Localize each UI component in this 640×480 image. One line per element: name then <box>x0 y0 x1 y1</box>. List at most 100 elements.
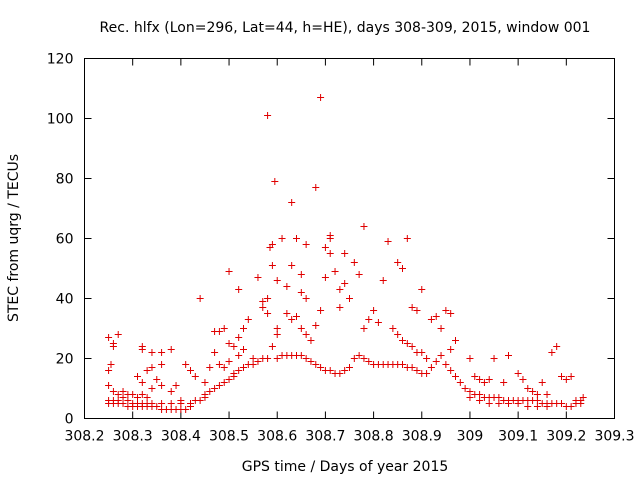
data-point <box>456 379 464 386</box>
x-tick-label: 309 <box>457 429 484 445</box>
data-point <box>288 316 296 323</box>
data-point <box>119 388 127 395</box>
data-point <box>230 343 238 350</box>
data-point <box>105 382 113 389</box>
chart-title: Rec. hlfx (Lon=296, Lat=44, h=HE), days … <box>100 20 591 36</box>
data-point <box>114 391 122 398</box>
data-point <box>562 376 570 383</box>
data-point <box>346 364 353 371</box>
data-point <box>211 349 219 356</box>
data-point <box>418 286 426 293</box>
data-point <box>138 391 146 398</box>
data-point <box>302 355 310 362</box>
y-tick-label: 20 <box>56 352 74 368</box>
data-point <box>447 367 455 374</box>
data-point <box>360 223 368 230</box>
data-point <box>109 388 117 395</box>
data-point <box>341 250 349 257</box>
y-axis-label: STEC from uqrg / TECUs <box>6 154 22 322</box>
data-point <box>259 298 267 305</box>
x-tick-label: 308.5 <box>209 429 249 445</box>
data-point <box>283 283 291 290</box>
data-point <box>519 376 527 383</box>
data-point <box>466 355 474 362</box>
data-point <box>206 364 214 371</box>
data-point <box>297 289 305 296</box>
data-point <box>264 295 272 302</box>
data-point <box>119 394 127 401</box>
data-point <box>577 400 585 407</box>
data-point <box>374 319 382 326</box>
data-point <box>143 367 151 374</box>
x-axis-ticks: 308.2 308.3 308.4 308.5 308.6 308.7 308.8 308.9… <box>64 58 635 445</box>
data-point <box>403 235 411 242</box>
data-point <box>143 394 151 401</box>
data-point <box>312 322 320 329</box>
x-tick-label: 308.3 <box>113 429 153 445</box>
data-point <box>302 295 310 302</box>
data-point <box>191 373 199 380</box>
data-point <box>297 271 305 278</box>
data-point <box>317 364 325 371</box>
data-point <box>268 343 276 350</box>
data-point <box>268 241 276 248</box>
data-point <box>495 394 503 401</box>
data-point <box>182 361 190 368</box>
data-point <box>158 349 166 356</box>
data-point <box>273 277 281 284</box>
data-point <box>365 358 373 365</box>
x-tick-label: 309.3 <box>594 429 634 445</box>
data-point <box>346 295 353 302</box>
data-point <box>447 346 455 353</box>
data-point <box>331 268 339 275</box>
x-tick-label: 308.6 <box>257 429 297 445</box>
data-point <box>370 307 378 314</box>
data-point <box>124 397 132 404</box>
y-tick-label: 80 <box>56 172 74 188</box>
data-point <box>326 250 334 257</box>
data-point <box>119 400 127 407</box>
data-point <box>138 379 146 386</box>
data-point <box>326 367 334 374</box>
y-tick-label: 60 <box>56 232 74 248</box>
data-point <box>408 304 416 311</box>
data-point <box>148 349 156 356</box>
data-point <box>480 379 488 386</box>
data-point <box>403 340 411 347</box>
data-point <box>533 403 541 410</box>
data-point <box>225 358 233 365</box>
data-point <box>350 355 358 362</box>
data-point <box>167 400 175 407</box>
x-tick-label: 308.9 <box>402 429 442 445</box>
x-tick-label: 309.2 <box>546 429 586 445</box>
data-point <box>187 367 194 374</box>
data-point <box>514 370 522 377</box>
data-point <box>317 307 325 314</box>
data-point <box>153 403 161 410</box>
data-point <box>567 373 575 380</box>
data-point <box>302 241 310 248</box>
data-point <box>153 376 161 383</box>
data-point <box>196 397 204 404</box>
data-point <box>134 394 141 401</box>
x-tick-label: 308.2 <box>64 429 104 445</box>
data-point <box>288 262 296 269</box>
data-point <box>211 385 219 392</box>
data-point <box>437 352 445 359</box>
data-point <box>158 361 166 368</box>
data-point <box>293 235 300 242</box>
data-point <box>158 400 166 407</box>
data-point <box>514 400 522 407</box>
data-point <box>148 364 156 371</box>
data-point <box>317 94 325 101</box>
data-point <box>466 394 474 401</box>
data-point <box>413 307 421 314</box>
data-point <box>293 313 300 320</box>
data-point <box>138 346 146 353</box>
data-point <box>240 346 247 353</box>
data-point <box>341 367 349 374</box>
data-point <box>394 259 402 266</box>
data-point <box>278 235 286 242</box>
data-point <box>225 376 233 383</box>
data-point <box>215 382 223 389</box>
